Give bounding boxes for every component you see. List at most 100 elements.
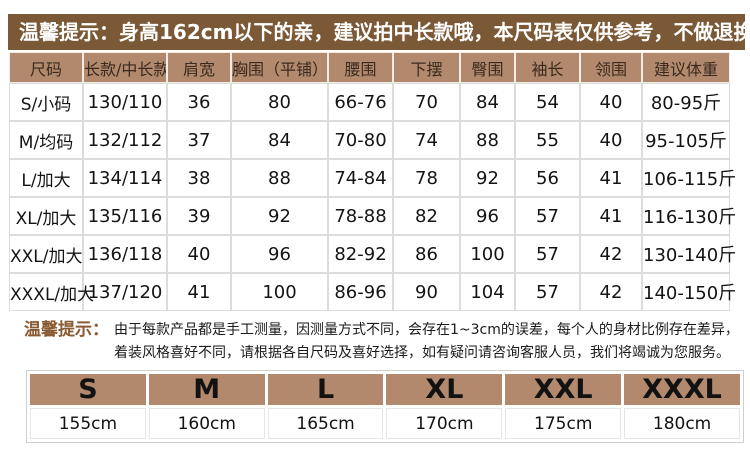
measurement-note: 温馨提示： 由于每款产品都是手工测量，因测量方式不同，会存在1~3cm的误差，每…: [24, 319, 746, 365]
cell-weight: 80-95斤: [642, 83, 730, 121]
col-header-shoulder: 肩宽: [167, 52, 231, 83]
height-reference-table: S M L XL XXL XXXL 155cm 160cm 165cm 170c…: [26, 370, 744, 443]
cell-collar: 40: [580, 83, 642, 121]
header-row: 尺码 长款/中长款 肩宽 胸围（平铺） 腰围 下摆 臀围 袖长 领围 建议体重: [9, 52, 730, 83]
cell-weight: 106-115斤: [642, 159, 736, 197]
cell-weight: 95-105斤: [642, 121, 730, 159]
cell-length: 137/120: [83, 273, 167, 311]
cell-hip: 96: [460, 197, 515, 235]
table-row-xxxl: XXXL/加大 137/120 41 100 86-96 90 104 57 4…: [9, 273, 736, 311]
cell-sleeve: 57: [515, 197, 580, 235]
cell-size: XXL/加大: [9, 235, 83, 273]
height-col-xl: XL: [386, 374, 503, 405]
cell-hem: 82: [393, 197, 460, 235]
col-header-length: 长款/中长款: [83, 52, 167, 83]
height-col-l: L: [267, 374, 384, 405]
table-row-s: S/小码 130/110 36 80 66-76 70 84 54 40 80-…: [9, 83, 730, 121]
cell-hip: 92: [460, 159, 515, 197]
cell-waist: 78-88: [328, 197, 393, 235]
table-row-l: L/加大 134/114 38 88 74-84 78 92 56 41 106…: [9, 159, 736, 197]
cell-bust: 96: [231, 235, 328, 273]
cell-hem: 90: [393, 273, 460, 311]
cell-size: S/小码: [9, 83, 83, 121]
cell-length: 136/118: [83, 235, 167, 273]
cell-sleeve: 57: [515, 273, 580, 311]
col-header-size: 尺码: [9, 52, 83, 83]
col-header-bust: 胸围（平铺）: [231, 52, 328, 83]
col-header-weight: 建议体重: [642, 52, 730, 83]
col-header-hip: 臀围: [460, 52, 515, 83]
cell-sleeve: 54: [515, 83, 580, 121]
warning-banner: 温馨提示：身高162cm以下的亲，建议拍中长款哦，本尺码表仅供参考，不做退换货的…: [8, 14, 750, 50]
cell-collar: 40: [580, 121, 642, 159]
note-line-2: 着装风格喜好不同，请根据各自尺码及喜好选择，如有疑问请咨询客服人员，我们将竭诚为…: [114, 345, 730, 361]
cell-shoulder: 36: [167, 83, 231, 121]
cell-weight: 116-130斤: [642, 197, 736, 235]
cell-hem: 86: [393, 235, 460, 273]
cell-hip: 84: [460, 83, 515, 121]
note-line-1: 由于每款产品都是手工测量，因测量方式不同，会存在1~3cm的误差，每个人的身材比…: [114, 322, 739, 338]
cell-size: M/均码: [9, 121, 83, 159]
height-cell-m: 160cm: [148, 408, 265, 439]
col-header-sleeve: 袖长: [515, 52, 580, 83]
cell-hip: 104: [460, 273, 515, 311]
cell-hip: 88: [460, 121, 515, 159]
cell-weight: 130-140斤: [642, 235, 736, 273]
table-row-xxl: XXL/加大 136/118 40 96 82-92 86 100 57 42 …: [9, 235, 736, 273]
cell-sleeve: 56: [515, 159, 580, 197]
cell-hem: 70: [393, 83, 460, 121]
table-row-xl: XL/加大 135/116 39 92 78-88 82 96 57 41 11…: [9, 197, 736, 235]
cell-weight: 140-150斤: [642, 273, 736, 311]
cell-waist: 86-96: [328, 273, 393, 311]
cell-sleeve: 57: [515, 235, 580, 273]
cell-collar: 42: [580, 273, 642, 311]
cell-collar: 41: [580, 159, 642, 197]
height-header-row: S M L XL XXL XXXL: [30, 374, 740, 405]
height-col-s: S: [30, 374, 146, 405]
cell-waist: 74-84: [328, 159, 393, 197]
cell-hip: 100: [460, 235, 515, 273]
cell-shoulder: 38: [167, 159, 231, 197]
cell-waist: 66-76: [328, 83, 393, 121]
height-cell-l: 165cm: [267, 408, 384, 439]
cell-waist: 82-92: [328, 235, 393, 273]
note-body: 由于每款产品都是手工测量，因测量方式不同，会存在1~3cm的误差，每个人的身材比…: [114, 319, 739, 365]
cell-length: 134/114: [83, 159, 167, 197]
cell-shoulder: 40: [167, 235, 231, 273]
cell-shoulder: 39: [167, 197, 231, 235]
cell-collar: 41: [580, 197, 642, 235]
cell-hem: 74: [393, 121, 460, 159]
cell-length: 135/116: [83, 197, 167, 235]
col-header-hem: 下摆: [393, 52, 460, 83]
cell-waist: 70-80: [328, 121, 393, 159]
cell-collar: 42: [580, 235, 642, 273]
table-row-m: M/均码 132/112 37 84 70-80 74 88 55 40 95-…: [9, 121, 730, 159]
cell-length: 132/112: [83, 121, 167, 159]
height-cell-xxxl: 180cm: [624, 408, 740, 439]
cell-shoulder: 37: [167, 121, 231, 159]
height-cell-xl: 170cm: [386, 408, 503, 439]
height-col-xxxl: XXXL: [624, 374, 740, 405]
cell-shoulder: 41: [167, 273, 231, 311]
note-title: 温馨提示：: [24, 320, 109, 340]
cell-bust: 80: [231, 83, 328, 121]
cell-size: XXXL/加大: [9, 273, 94, 311]
height-col-m: M: [148, 374, 265, 405]
cell-bust: 88: [231, 159, 328, 197]
height-col-xxl: XXL: [505, 374, 622, 405]
cell-length: 130/110: [83, 83, 167, 121]
cell-bust: 84: [231, 121, 328, 159]
height-value-row: 155cm 160cm 165cm 170cm 175cm 180cm: [30, 408, 740, 439]
cell-hem: 78: [393, 159, 460, 197]
cell-bust: 92: [231, 197, 328, 235]
cell-bust: 100: [231, 273, 328, 311]
cell-sleeve: 55: [515, 121, 580, 159]
height-cell-s: 155cm: [30, 408, 146, 439]
height-cell-xxl: 175cm: [505, 408, 622, 439]
col-header-collar: 领围: [580, 52, 642, 83]
col-header-waist: 腰围: [328, 52, 393, 83]
cell-size: XL/加大: [9, 197, 83, 235]
cell-size: L/加大: [9, 159, 83, 197]
size-chart-table: 尺码 长款/中长款 肩宽 胸围（平铺） 腰围 下摆 臀围 袖长 领围 建议体重 …: [9, 52, 736, 311]
